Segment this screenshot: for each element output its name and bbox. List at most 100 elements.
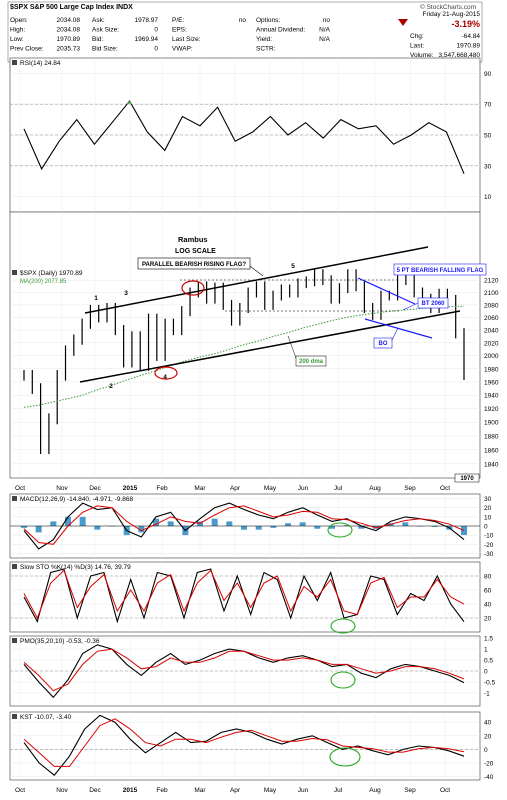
header-field-value: 0 — [154, 27, 158, 34]
macd-histogram-bar — [329, 526, 335, 529]
x-tick-label: Jul — [334, 485, 343, 492]
y-tick-label: 1980 — [484, 366, 499, 373]
symbol-title: $SPX S&P 500 Large Cap Index INDX — [10, 4, 133, 11]
macd-histogram-bar — [285, 523, 291, 526]
panel-marker-icon — [12, 60, 17, 65]
macd-histogram-bar — [255, 526, 262, 530]
header-field-value: 0 — [154, 46, 158, 53]
highlight-circle — [330, 618, 356, 634]
header-field-label: SCTR: — [256, 46, 276, 53]
header-field-label: EPS: — [172, 27, 187, 34]
flag-label: PARALLEL BEARISH RISING FLAG? — [142, 262, 246, 268]
header-field-label: Annual Dividend: — [256, 27, 305, 34]
header-field-label: Open: — [10, 17, 28, 24]
macd-histogram-bar — [461, 526, 467, 536]
panel-marker-icon — [12, 270, 17, 275]
macd-histogram-bar — [35, 526, 42, 533]
last-price-box: 1970 — [460, 476, 474, 482]
macd-histogram-bar — [358, 526, 365, 529]
panel-frame — [9, 711, 481, 781]
header-field-label: Yield: — [256, 36, 272, 43]
header-field-value: 2034.08 — [57, 17, 81, 24]
x-tick-label: Oct — [15, 485, 25, 492]
y-tick-label: -0.5 — [484, 679, 496, 686]
x-tick-label: Aug — [369, 787, 381, 794]
kst-line — [23, 714, 465, 776]
x-tick-label: Apr — [230, 787, 241, 794]
x-tick-label: Mar — [194, 787, 206, 794]
y-tick-label: 60 — [484, 588, 492, 595]
header-field-value: 3,547,668,480 — [438, 52, 480, 59]
y-tick-label: -20 — [484, 761, 494, 768]
panel-title: KST -10.07, -3.40 — [20, 714, 72, 721]
x-tick-label: Feb — [156, 787, 168, 794]
y-tick-label: 2020 — [484, 340, 499, 347]
panel-title: Slow STO %K(14) %D(3) 14.76, 39.79 — [20, 564, 131, 571]
x-tick-label: Nov — [56, 787, 68, 794]
x-tick-label: Nov — [56, 485, 68, 492]
annotation-subtitle: LOG SCALE — [175, 248, 216, 255]
panel-title: $SPX (Daily) 1970.89 — [20, 270, 83, 277]
ma-label: MA(200) 2077.85 — [20, 279, 67, 285]
panel-marker-icon — [12, 714, 17, 719]
y-tick-label: 2100 — [484, 290, 499, 297]
lower-trendline — [79, 310, 461, 383]
header-box — [7, 1, 483, 63]
y-tick-label: 20 — [484, 505, 492, 512]
y-tick-label: 40 — [484, 602, 492, 609]
y-tick-label: 0.5 — [484, 658, 493, 665]
highlight-circle — [327, 522, 353, 538]
x-tick-label: Mar — [194, 485, 206, 492]
macd-histogram-bar — [153, 518, 159, 526]
y-tick-label: 1.5 — [484, 636, 493, 643]
x-tick-label: Dec — [89, 787, 101, 794]
header-field-label: Chg: — [410, 33, 424, 40]
header-field-value: N/A — [319, 27, 331, 34]
falling-flag-upper — [357, 277, 416, 305]
x-tick-label: Aug — [369, 485, 381, 492]
y-tick-label: 90 — [484, 71, 492, 78]
macd-histogram-bar — [65, 516, 71, 526]
x-tick-label: Oct — [15, 787, 25, 794]
panel-marker-icon — [12, 496, 17, 501]
header-field-label: P/E: — [172, 17, 184, 24]
header-field-label: Prev Close: — [10, 46, 44, 53]
change-percent: -3.19% — [451, 19, 480, 29]
header-field-label: Ask: — [92, 17, 105, 24]
macd-histogram-bar — [314, 526, 321, 529]
callout-line — [287, 335, 297, 359]
label-box — [454, 473, 480, 483]
callout-line — [249, 265, 264, 277]
macd-line — [23, 502, 465, 550]
y-tick-label: 1900 — [484, 420, 499, 427]
macd-histogram-bar — [431, 526, 438, 527]
falling-flag-lower — [364, 318, 433, 339]
y-tick-label: 2060 — [484, 315, 499, 322]
y-tick-label: 10 — [484, 514, 492, 521]
macd-histogram-bar — [50, 521, 57, 526]
bt-label: BT 2060 — [421, 301, 445, 307]
y-tick-label: 1920 — [484, 406, 499, 413]
highlight-circle — [330, 671, 356, 689]
y-tick-label: 10 — [484, 194, 492, 201]
y-tick-label: 2080 — [484, 302, 499, 309]
sto-d-line — [23, 569, 465, 620]
x-tick-label: Sep — [404, 485, 416, 492]
header-field-value: 1970.89 — [57, 36, 81, 43]
pmo-signal-line — [23, 648, 465, 692]
y-tick-label: 1940 — [484, 393, 499, 400]
x-tick-label: May — [264, 485, 277, 492]
macd-histogram-bar — [343, 525, 350, 526]
header-field-value: 1969.94 — [135, 36, 159, 43]
macd-histogram-bar — [21, 526, 27, 528]
label-box — [393, 263, 487, 276]
header-field-value: 1970.89 — [457, 43, 481, 50]
ma200-line — [23, 305, 465, 408]
macd-histogram-bar — [402, 522, 409, 526]
watermark: © StockCharts.com — [420, 3, 476, 11]
panel-marker-icon — [12, 638, 17, 643]
y-tick-label: 20 — [484, 616, 492, 623]
y-tick-label: 2040 — [484, 328, 499, 335]
highlight-circle — [181, 280, 205, 296]
